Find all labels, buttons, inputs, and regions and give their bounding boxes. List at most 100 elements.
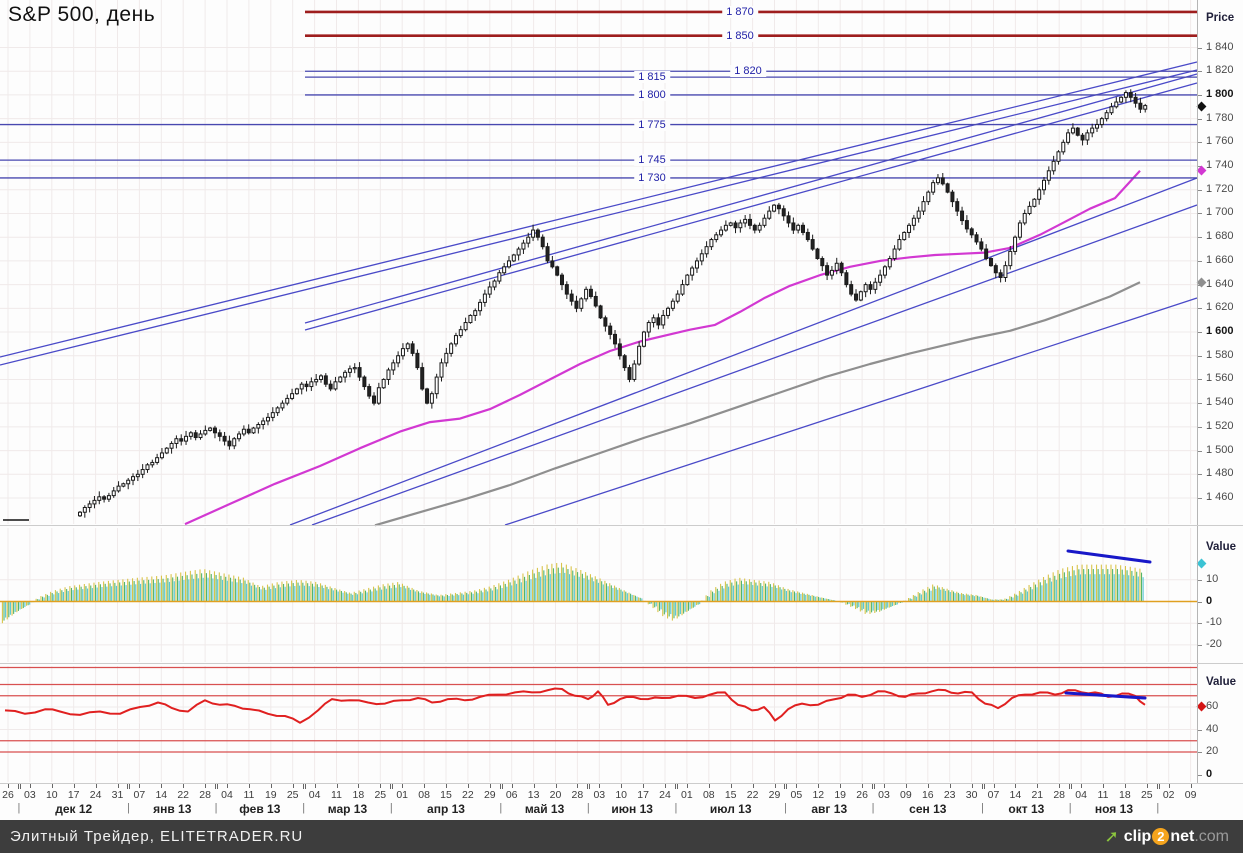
axis-tick-dash [1197,237,1202,239]
axis-tick-dash [1197,308,1202,310]
axis-tick-label: 1 600 [1206,325,1234,338]
day-tick-label: 25 [286,789,299,801]
price-level-label: 1 775 [634,118,670,131]
month-boundary-dash [215,783,217,789]
day-tick-label: 09 [900,789,912,801]
week-tick-dash [1037,784,1039,788]
day-tick-label: 10 [615,789,628,801]
week-tick-dash [730,784,732,788]
axis-tick-dash [1197,379,1202,381]
axis-tick-dash [1197,774,1202,776]
month-separator: | [784,802,787,814]
month-boundary-dash [874,783,876,789]
week-tick-dash [95,784,97,788]
week-tick-dash [708,784,710,788]
day-tick-label: 24 [89,789,102,801]
month-label: апр 13 [427,802,465,816]
day-tick-label: 29 [768,789,781,801]
week-tick-dash [489,784,491,788]
price-level-label: 1 850 [722,29,758,42]
day-tick-label: 31 [111,789,124,801]
axis-tick-label: 1 820 [1206,64,1234,77]
day-tick-label: 22 [462,789,474,801]
axis-tick-label: 1 540 [1206,396,1234,409]
axis-tick-label: 1 460 [1206,491,1234,503]
day-tick-label: 17 [67,789,80,801]
month-boundary-dash [784,783,786,789]
axis-tick-label: -20 [1206,637,1222,650]
week-tick-dash [402,784,404,788]
axis-tick-dash [1197,47,1202,49]
day-tick-label: 26 [856,789,868,801]
axis-tick-dash [1197,579,1202,581]
upload-arrow-icon: ➚ [1104,826,1119,846]
day-tick-label: 18 [1119,789,1131,801]
month-boundary-dash [589,783,591,789]
axis-tick-dash [1197,118,1202,120]
axis-tick-label: 1 660 [1206,253,1234,266]
month-label: сен 13 [909,802,947,816]
clip2net-logo[interactable]: ➚ clip 2 net .com [1105,827,1243,847]
month-boundary-dash [501,783,503,789]
axis-tick-dash [1197,426,1202,428]
month-label: июн 13 [611,802,653,816]
week-tick-dash [117,784,119,788]
day-tick-label: 19 [834,789,847,801]
month-boundary-dash [1069,783,1071,789]
week-tick-dash [927,784,929,788]
day-tick-label: 01 [681,789,693,801]
axis-tick-label: 1 700 [1206,206,1234,219]
panel-separator [0,525,1243,526]
ma-slow-line [374,281,1141,527]
month-separator: | [17,802,21,814]
logo-com: .com [1194,827,1229,845]
day-tick-label: 11 [243,789,255,801]
month-boundary-dash [981,783,983,789]
axis-tick-dash [1197,213,1202,215]
week-tick-dash [665,784,666,788]
axis-tick-label: 1 640 [1206,277,1234,290]
month-separator: | [499,802,503,814]
month-boundary-dash [786,783,788,789]
month-separator: | [1156,802,1160,814]
axis-tick-dash [1197,450,1202,452]
value-axis-header: Value [1206,676,1237,688]
day-tick-label: 03 [593,789,606,801]
logo-net: net [1170,827,1195,845]
axis-tick-label: 1 780 [1206,111,1234,124]
axis-tick-label: 20 [1206,745,1219,757]
month-label: окт 13 [1008,802,1045,816]
day-tick-label: 15 [440,789,452,801]
panel-separator [0,783,1243,784]
axis-tick-dash [1197,260,1202,262]
axis-tick-dash [1197,474,1202,476]
week-tick-dash [818,784,820,788]
price-axis-line [1197,0,1198,784]
day-tick-label: 18 [352,789,365,801]
month-boundary-dash [674,783,676,789]
day-tick-label: 15 [724,789,737,801]
day-tick-label: 28 [199,789,211,801]
day-tick-label: 11 [1097,789,1109,801]
week-tick-dash [205,784,207,788]
axis-tick-label: 1 620 [1206,301,1234,314]
month-separator: | [389,802,393,814]
month-boundary-dash [872,783,874,789]
logo-clip: clip [1123,827,1152,845]
value-axis-header: Value [1206,541,1237,553]
axis-tick-label: 1 840 [1206,40,1234,53]
axis-tick-label: 60 [1206,700,1219,712]
watermark-bar: Элитный Трейдер, ELITETRADER.RU ➚ clip 2… [0,820,1243,853]
month-label: авг 13 [811,802,848,816]
month-boundary-dash [304,783,306,789]
day-tick-label: 14 [155,789,168,801]
week-tick-dash [292,784,294,788]
month-separator: | [981,802,984,814]
axis-tick-dash [1197,752,1202,753]
day-tick-label: 23 [943,789,956,801]
month-separator: | [674,802,678,814]
week-tick-dash [270,784,272,788]
week-tick-dash [1103,784,1104,788]
day-tick-label: 10 [45,789,58,801]
